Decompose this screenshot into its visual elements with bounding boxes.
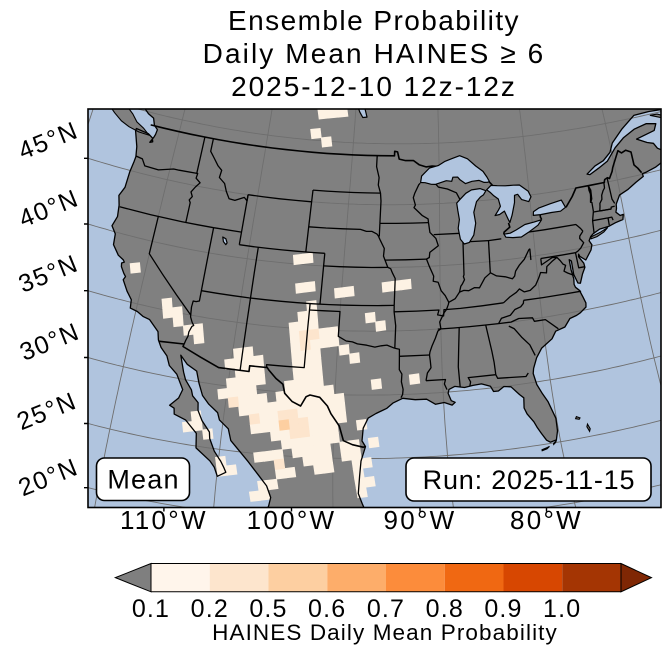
svg-text:1.0: 1.0 xyxy=(543,595,581,623)
svg-text:Ensemble Probability: Ensemble Probability xyxy=(228,5,520,36)
svg-text:HAINES Daily Mean Probability: HAINES Daily Mean Probability xyxy=(212,620,558,645)
svg-text:80°W: 80°W xyxy=(510,505,583,535)
svg-text:0.7: 0.7 xyxy=(367,595,405,623)
svg-text:90°W: 90°W xyxy=(383,505,456,535)
svg-text:Run: 2025-11-15: Run: 2025-11-15 xyxy=(423,465,636,495)
svg-text:0.2: 0.2 xyxy=(191,595,229,623)
svg-text:2025-12-10 12z-12z: 2025-12-10 12z-12z xyxy=(231,71,517,102)
svg-text:0.1: 0.1 xyxy=(132,595,170,623)
svg-text:0.8: 0.8 xyxy=(426,595,464,623)
svg-text:110°W: 110°W xyxy=(120,505,208,535)
svg-text:100°W: 100°W xyxy=(247,505,337,535)
svg-text:0.5: 0.5 xyxy=(249,595,287,623)
svg-text:Mean: Mean xyxy=(107,465,179,495)
svg-text:0.9: 0.9 xyxy=(484,595,522,623)
svg-text:0.6: 0.6 xyxy=(308,595,346,623)
svg-text:Daily Mean HAINES ≥ 6: Daily Mean HAINES ≥ 6 xyxy=(203,38,546,69)
